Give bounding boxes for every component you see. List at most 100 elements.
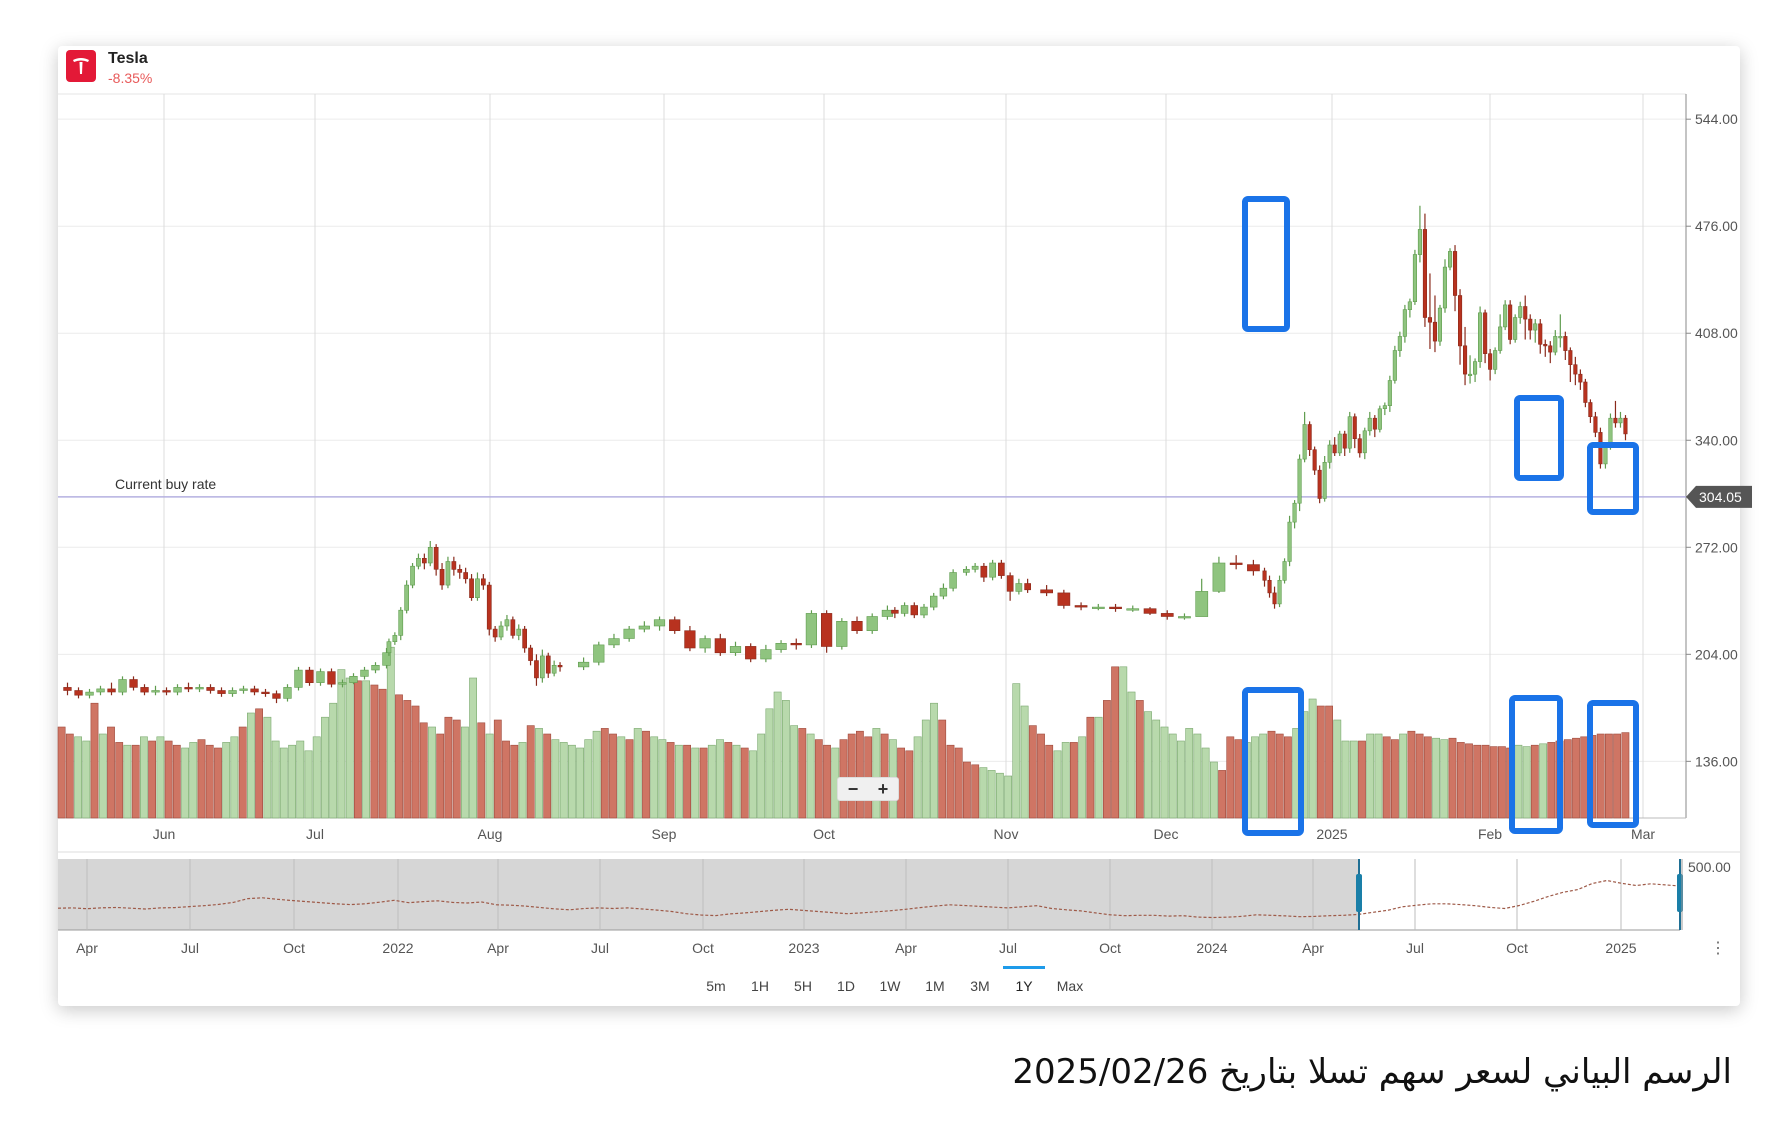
zoom-out-button[interactable]: − [847, 779, 859, 799]
candle [1578, 369, 1583, 390]
volume-bar [271, 740, 280, 819]
volume-bar [57, 726, 66, 819]
x-tick-label: Mar [1631, 826, 1655, 842]
x-tick-label: Aug [478, 826, 503, 842]
highlight-box [1509, 695, 1563, 834]
candle [1292, 500, 1297, 529]
volume-bar [411, 705, 420, 819]
timeframe-1w[interactable]: 1W [879, 978, 901, 994]
candle [1458, 289, 1463, 365]
candle [184, 682, 193, 693]
volume-bar [600, 728, 609, 819]
timeframe-max[interactable]: Max [1056, 978, 1084, 994]
volume-bar [707, 744, 716, 819]
candle [1468, 355, 1473, 384]
volume-bar [650, 736, 659, 819]
volume-bar [1325, 705, 1333, 819]
candle [1367, 411, 1372, 436]
volume-bar [938, 719, 947, 819]
volume-bar [905, 750, 914, 819]
candle [1040, 585, 1053, 597]
volume-bar [1103, 700, 1111, 819]
x-tick-label: Oct [813, 826, 835, 842]
candle [118, 676, 127, 696]
volume-bar [921, 719, 930, 819]
candle [272, 690, 281, 704]
candle [775, 640, 787, 653]
candle [1412, 249, 1417, 305]
more-options-icon[interactable]: ⋮ [1710, 940, 1726, 957]
candle [206, 684, 215, 694]
volume-bar [847, 733, 856, 819]
volume-bar [1316, 705, 1325, 819]
volume-bar [609, 733, 617, 819]
zoom-in-button[interactable]: + [877, 779, 889, 799]
candlestick-chart[interactable]: 544.00 476.00 408.00 340.00 272.00 204.00 136.… [0, 0, 1790, 870]
volume-bar [1407, 730, 1416, 819]
volume-bar [444, 716, 453, 819]
candle [820, 610, 833, 653]
volume-bar [757, 733, 766, 819]
volume-bar [1210, 761, 1218, 819]
timeframe-1m[interactable]: 1M [925, 978, 945, 994]
volume-bar [691, 747, 700, 819]
volume-bar [123, 744, 132, 819]
candle [469, 574, 474, 601]
volume-bar [1078, 736, 1087, 819]
volume-bar [765, 708, 774, 819]
volume-bar [1061, 742, 1070, 819]
candle [551, 660, 557, 677]
volume-bar [1366, 733, 1375, 819]
candle [480, 574, 486, 590]
timeframe-1h[interactable]: 1H [751, 978, 769, 994]
candle [1488, 348, 1493, 381]
candle [173, 684, 182, 696]
volume-bar [798, 728, 807, 819]
candle [1327, 440, 1332, 469]
candle [1523, 295, 1528, 340]
candle [1377, 405, 1382, 433]
volume-bar [1275, 733, 1284, 819]
candle [217, 687, 226, 697]
highlight-box [1587, 700, 1639, 828]
volume-bar [172, 744, 181, 819]
stock-name: Tesla [108, 50, 148, 67]
candle [427, 540, 433, 567]
timeframe-5h[interactable]: 5H [794, 978, 812, 994]
volume-bar [1563, 739, 1572, 819]
candle [1317, 465, 1322, 504]
candle [1437, 304, 1442, 346]
volume-bar [683, 744, 691, 819]
candle [1422, 213, 1427, 327]
timeframe-1y[interactable]: 1Y [1015, 978, 1033, 994]
volume-bar [222, 742, 231, 819]
volume-bar [567, 744, 576, 819]
volume-bar [1094, 716, 1103, 819]
volume-bar [773, 691, 782, 819]
volume-bar [140, 736, 148, 819]
volume-bar [329, 702, 338, 819]
candle [836, 618, 848, 650]
volume-bar [1177, 740, 1185, 819]
candle [1312, 446, 1317, 475]
volume-bar [699, 747, 708, 819]
caption: الرسم البياني لسعر سهم تسلا بتاريخ 2025/… [1012, 1052, 1732, 1092]
y-tick-label: 340.00 [1695, 432, 1738, 448]
candle [1613, 400, 1618, 428]
timeframe-1d[interactable]: 1D [837, 978, 855, 994]
candle [1160, 610, 1174, 620]
x-tick-label: Dec [1154, 826, 1179, 842]
volume-bar [345, 677, 354, 819]
chart-card [58, 46, 1740, 1006]
timeframe-5m[interactable]: 5m [706, 978, 726, 994]
volume-bar [1333, 719, 1342, 819]
candle [557, 662, 563, 672]
timeframe-3m[interactable]: 3M [970, 978, 990, 994]
candle [1397, 331, 1402, 357]
volume-bar [395, 694, 403, 819]
volume-bar [749, 750, 757, 819]
volume-bar [872, 728, 881, 819]
candle [790, 638, 802, 650]
candle [283, 684, 292, 702]
y-tick-label: 476.00 [1695, 218, 1738, 234]
